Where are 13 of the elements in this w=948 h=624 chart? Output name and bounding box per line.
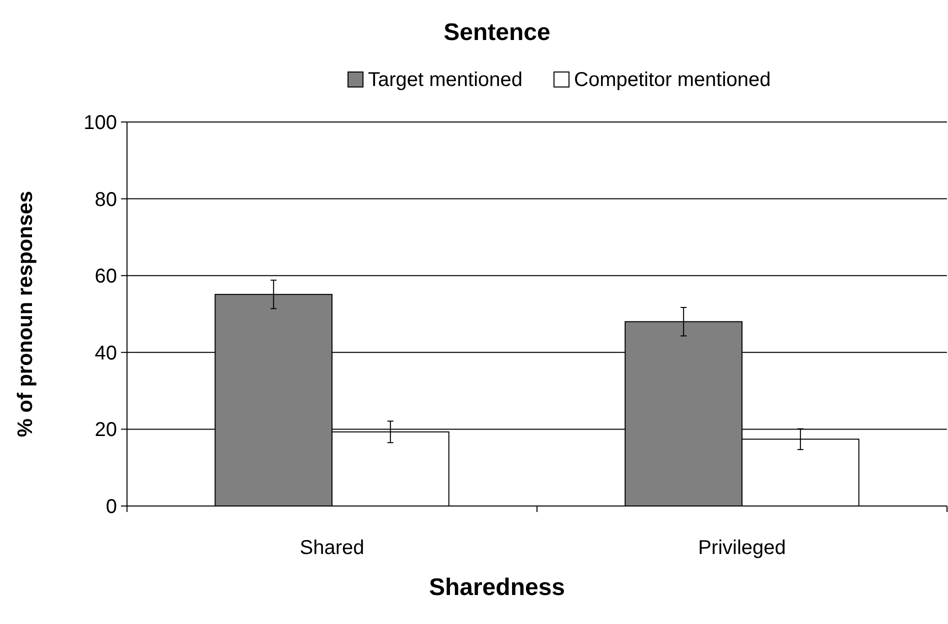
x-axis-title: Sharedness [428, 574, 566, 601]
y-axis-title: % of pronoun responses [14, 190, 37, 438]
y-tick-label: 20 [94, 419, 117, 442]
y-tick-label: 0 [106, 496, 117, 518]
x-tick-label: Privileged [698, 537, 786, 559]
legend-label: Competitor mentioned [574, 69, 771, 91]
y-tick-label: 60 [94, 266, 117, 288]
legend-label: Target mentioned [368, 69, 523, 91]
y-tick-label: 80 [94, 188, 117, 211]
y-tick-label: 40 [94, 342, 117, 364]
x-tick-label: Shared [300, 537, 364, 559]
y-tick-label: 100 [84, 112, 117, 134]
chart-title: Sentence [444, 19, 550, 46]
